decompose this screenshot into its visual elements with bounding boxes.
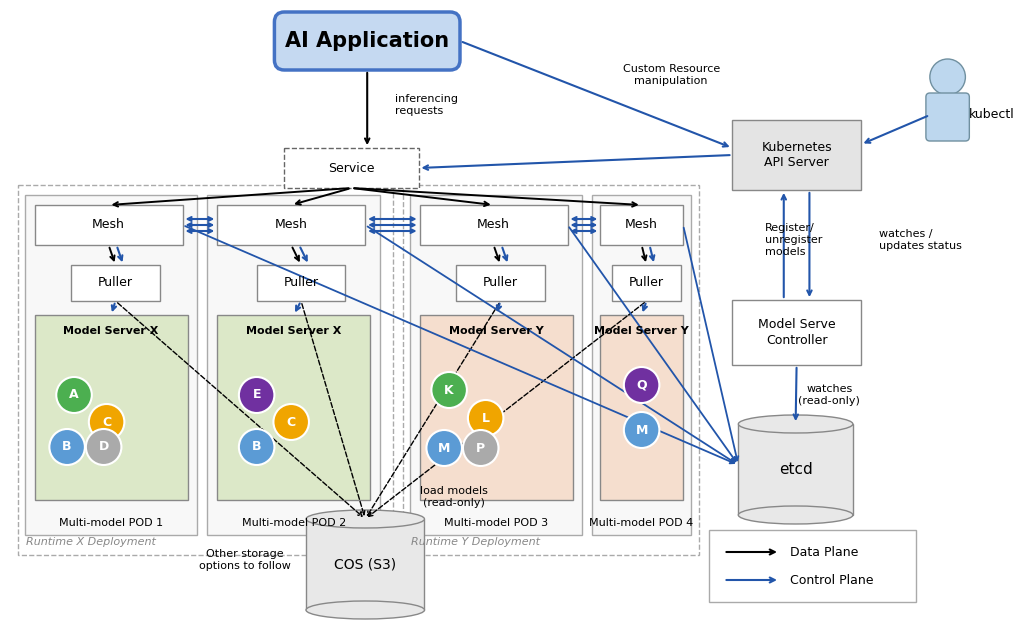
Bar — [456, 265, 545, 301]
Text: Q: Q — [636, 378, 647, 392]
Bar — [600, 315, 683, 500]
Bar — [420, 315, 572, 500]
Bar — [410, 195, 583, 535]
Circle shape — [89, 404, 124, 440]
Text: Multi-model POD 3: Multi-model POD 3 — [444, 518, 548, 528]
Text: Multi-model POD 1: Multi-model POD 1 — [59, 518, 163, 528]
Text: C: C — [102, 415, 112, 429]
Text: Register/
unregister
models: Register/ unregister models — [765, 223, 822, 256]
Bar — [217, 205, 366, 245]
Text: Mesh: Mesh — [477, 219, 510, 232]
Bar — [738, 424, 853, 515]
Circle shape — [56, 377, 92, 413]
Text: B: B — [252, 441, 261, 453]
Text: Data Plane: Data Plane — [790, 546, 858, 558]
FancyBboxPatch shape — [274, 12, 460, 70]
Text: Model Serve
Controller: Model Serve Controller — [758, 319, 836, 347]
Bar — [257, 265, 345, 301]
Text: Mesh: Mesh — [92, 219, 125, 232]
Circle shape — [431, 372, 467, 408]
Bar — [35, 205, 182, 245]
Bar — [732, 300, 861, 365]
Text: Puller: Puller — [98, 277, 133, 289]
Text: B: B — [62, 441, 72, 453]
Bar — [420, 205, 567, 245]
Text: load models
(read-only): load models (read-only) — [420, 486, 488, 508]
Text: Model Server X: Model Server X — [246, 326, 341, 336]
Circle shape — [930, 59, 966, 95]
Text: Puller: Puller — [284, 277, 318, 289]
Text: Runtime X Deployment: Runtime X Deployment — [26, 537, 156, 547]
Text: M: M — [438, 441, 451, 455]
Bar — [35, 315, 187, 500]
Text: P: P — [476, 441, 485, 455]
Bar — [306, 519, 425, 610]
Text: kubectl: kubectl — [970, 109, 1015, 121]
Bar — [709, 530, 916, 602]
Text: Control Plane: Control Plane — [790, 574, 873, 586]
Text: A: A — [70, 389, 79, 401]
Text: watches /
updates status: watches / updates status — [879, 229, 962, 251]
Text: Runtime Y Deployment: Runtime Y Deployment — [411, 537, 540, 547]
Bar — [592, 195, 691, 535]
Circle shape — [426, 430, 462, 466]
Text: COS (S3): COS (S3) — [334, 558, 396, 572]
Bar — [217, 315, 370, 500]
Bar — [732, 120, 861, 190]
Text: Custom Resource
manipulation: Custom Resource manipulation — [623, 64, 720, 86]
Bar — [600, 205, 683, 245]
Ellipse shape — [738, 506, 853, 524]
Ellipse shape — [306, 510, 425, 528]
Text: inferencing
requests: inferencing requests — [395, 94, 458, 116]
Bar — [25, 195, 198, 535]
Bar — [285, 148, 419, 188]
Text: L: L — [481, 411, 489, 424]
Text: Kubernetes
API Server: Kubernetes API Server — [761, 141, 831, 169]
Text: D: D — [98, 441, 109, 453]
Text: Model Server Y: Model Server Y — [449, 326, 544, 336]
Text: Mesh: Mesh — [626, 219, 658, 232]
Circle shape — [624, 367, 659, 403]
FancyBboxPatch shape — [926, 93, 970, 141]
Circle shape — [49, 429, 85, 465]
Text: Mesh: Mesh — [274, 219, 307, 232]
Text: watches
(read-only): watches (read-only) — [799, 384, 860, 406]
Text: Service: Service — [328, 162, 375, 174]
Text: M: M — [636, 424, 648, 436]
Text: Multi-model POD 4: Multi-model POD 4 — [590, 518, 693, 528]
Circle shape — [468, 400, 504, 436]
Ellipse shape — [306, 601, 425, 619]
Circle shape — [86, 429, 122, 465]
Bar — [17, 185, 393, 555]
Circle shape — [463, 430, 499, 466]
Text: etcd: etcd — [778, 462, 812, 478]
Text: Puller: Puller — [483, 277, 518, 289]
Circle shape — [273, 404, 309, 440]
Circle shape — [239, 429, 274, 465]
Bar — [402, 185, 698, 555]
Text: Puller: Puller — [629, 277, 664, 289]
Circle shape — [239, 377, 274, 413]
Text: AI Application: AI Application — [285, 31, 450, 51]
Ellipse shape — [738, 415, 853, 433]
Text: C: C — [287, 415, 296, 429]
Bar — [71, 265, 160, 301]
Text: Multi-model POD 2: Multi-model POD 2 — [242, 518, 346, 528]
Text: Other storage
options to follow: Other storage options to follow — [199, 550, 291, 570]
Bar — [612, 265, 681, 301]
Text: Model Server X: Model Server X — [63, 326, 159, 336]
Bar — [207, 195, 380, 535]
Text: Model Server Y: Model Server Y — [594, 326, 689, 336]
Text: E: E — [252, 389, 261, 401]
Text: K: K — [444, 384, 454, 396]
Circle shape — [624, 412, 659, 448]
